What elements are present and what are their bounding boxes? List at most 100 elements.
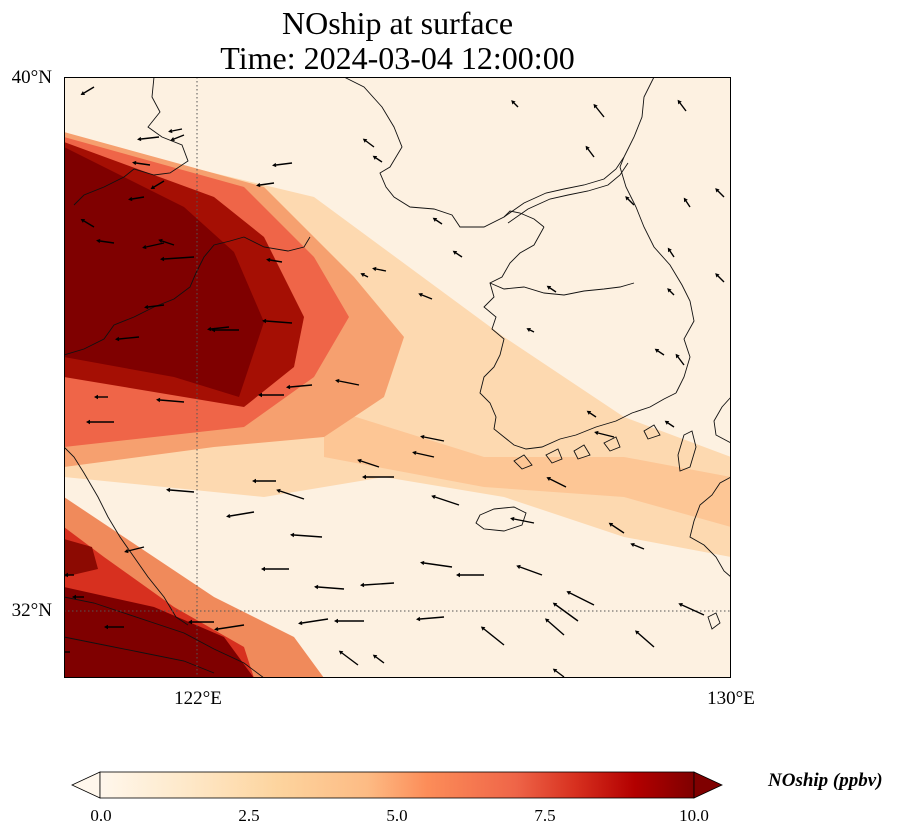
wind-arrow-head [158,238,163,244]
wind-arrow [455,252,463,258]
wind-arrow-head [360,582,365,588]
wind-arrow [365,140,375,148]
wind-arrow [483,628,505,646]
wind-arrow-head [104,624,108,630]
wind-arrow [434,496,460,506]
wind-arrow-head [226,513,231,519]
wind-arrow [341,652,359,666]
wind-arrow [173,134,185,140]
wind-arrow [717,275,725,283]
wind-arrow-head [420,434,425,440]
colorbar-extend-high [693,771,723,799]
wind-arrow-head [667,247,672,253]
wind-arrow [529,329,535,333]
wind-arrow [147,304,165,308]
island-tsushima [677,430,697,472]
wind-arrow-head [678,602,683,608]
wind-arrow [419,616,445,620]
wind-arrow [363,582,395,586]
wind-arrow [118,336,140,340]
coastline-yangtze [64,596,265,678]
wind-arrow [83,86,95,94]
wind-arrow-head [168,128,173,134]
wind-arrow-head [214,626,219,632]
wind-arrow [657,350,665,356]
wind-arrow-head [416,616,421,622]
border-dprk-china-2 [507,162,629,224]
wind-arrow [611,524,625,534]
wind-arrow-head [144,304,149,310]
wind-arrow-head [675,353,680,359]
wind-arrow-head [593,103,598,109]
wind-arrow-head [715,188,720,193]
wind-arrow-head [594,430,599,436]
wind-arrow [513,518,535,524]
wind-arrow [375,268,387,272]
wind-arrow-head [566,591,571,595]
wind-arrow [415,452,435,458]
wind-arrow-head [86,419,90,425]
wind-arrow [667,422,675,428]
wind-arrow [423,562,453,568]
wind-arrow-head [272,162,277,168]
wind-arrow-head [586,410,592,415]
wind-arrow [140,136,160,140]
coastline-korea-northeast [623,77,655,158]
wind-arrow-head [432,217,438,222]
coastline-bohai-liaodong [343,77,545,228]
wind-arrow [669,250,675,258]
wind-arrow-head [142,244,147,250]
lon-label-122e: 122°E [174,688,222,709]
wind-arrow [169,489,195,493]
coastline-yangtze-south [64,636,215,674]
wind-arrow [301,618,329,624]
map-frame [64,77,731,678]
wind-arrow-head [544,618,550,623]
wind-arrow [717,190,725,198]
wind-arrow [595,106,605,118]
plume-sw-core [64,587,254,678]
wind-arrow [131,196,145,200]
wind-arrow-head [258,392,262,398]
wind-arrow-head [360,273,365,277]
wind-arrow-head [452,250,458,255]
wind-arrow [153,180,165,188]
wind-arrow-head [630,542,635,548]
colorbar-tick-0: 0.0 [90,806,112,825]
lat-label-32n: 32°N [11,600,52,621]
wind-arrow-head [625,196,630,201]
wind-arrow-head [418,292,423,298]
wind-arrow [269,259,283,263]
wind-arrow-head [298,620,303,626]
wind-arrow-head [510,516,515,522]
wind-arrow-head [72,594,76,600]
wind-arrow [677,356,685,366]
plume-core-dark [64,147,264,397]
wind-arrow-head [286,384,291,390]
wind-arrow-head [137,136,142,142]
wind-arrow-head [456,572,460,578]
wind-arrow-head [362,138,368,143]
wind-arrow [145,242,165,248]
wind-arrow-head [683,197,688,203]
wind-arrow [99,240,115,244]
wind-arrow-head [276,488,281,494]
wind-arrow-head [132,160,137,166]
wind-arrow-head [480,626,486,631]
map-subtitle-time: Time: 2024-03-04 12:00:00 [220,40,575,76]
wind-arrow-head [94,394,98,400]
wind-arrow [289,384,313,388]
wind-arrow-head [334,618,338,624]
wind-arrow [669,290,675,296]
wind-arrow-head [80,91,86,96]
coastline-shandong [64,236,245,356]
wind-arrow [279,490,305,500]
colorbar-tick-4: 10.0 [679,806,709,825]
coastline-korea-east [619,156,695,394]
wind-arrow-head [715,273,720,278]
wind-arrow-head [664,420,670,425]
wind-arrow-head [608,522,614,527]
colorbar-tick-3: 7.5 [534,806,556,825]
wind-arrow [210,326,230,330]
colorbar-gradient [99,771,695,799]
